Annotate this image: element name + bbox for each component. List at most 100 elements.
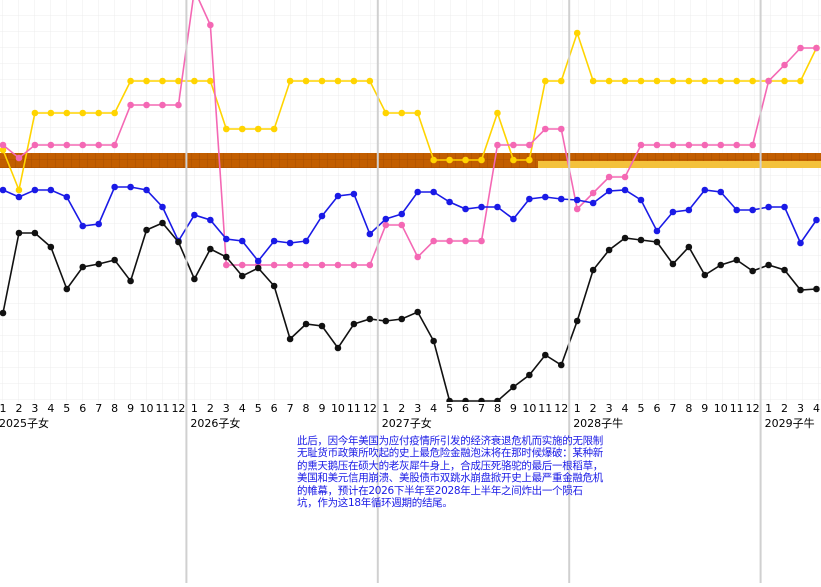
point <box>685 206 693 214</box>
year-label: 2026子女 <box>190 416 240 430</box>
point <box>669 77 677 85</box>
point <box>270 237 278 245</box>
point <box>685 77 693 85</box>
point <box>526 141 533 149</box>
point <box>143 101 150 109</box>
point <box>765 77 772 85</box>
point <box>223 125 230 133</box>
point <box>207 77 214 85</box>
point <box>79 109 87 117</box>
point <box>302 261 310 269</box>
point <box>31 141 39 149</box>
x-tick-label: 12 <box>746 402 760 415</box>
point <box>63 109 71 117</box>
series-line <box>2 186 818 263</box>
point <box>653 227 661 235</box>
x-tick-label: 4 <box>239 402 246 415</box>
point <box>510 156 517 164</box>
point <box>557 125 565 133</box>
x-tick-label: 12 <box>363 402 377 415</box>
point <box>111 256 118 264</box>
point <box>462 156 469 164</box>
point <box>254 264 262 272</box>
point <box>334 261 342 269</box>
point <box>733 77 740 85</box>
x-tick-label: 8 <box>494 402 501 415</box>
x-tick-label: 7 <box>95 402 102 415</box>
point <box>143 186 150 194</box>
point <box>191 77 198 85</box>
point <box>31 109 39 117</box>
point <box>526 195 533 203</box>
point <box>430 188 437 196</box>
point <box>191 275 198 283</box>
point <box>63 285 71 293</box>
x-tick-label: 1 <box>191 402 198 415</box>
point <box>31 186 39 194</box>
x-tick-label: 9 <box>510 402 517 415</box>
point <box>573 29 581 37</box>
point <box>621 234 629 242</box>
point <box>127 101 134 109</box>
point <box>621 173 629 181</box>
x-tick-label: 6 <box>462 402 469 415</box>
point <box>526 371 533 379</box>
point <box>494 203 501 211</box>
point <box>526 156 533 164</box>
point <box>238 261 246 269</box>
point <box>127 77 134 85</box>
point <box>494 397 501 402</box>
point <box>286 239 294 247</box>
year-label: 2028子牛 <box>573 416 623 430</box>
point <box>31 229 39 237</box>
x-tick-label: 1 <box>765 402 772 415</box>
point <box>813 216 820 224</box>
x-tick-label: 9 <box>701 402 708 415</box>
point <box>350 77 358 85</box>
point <box>717 141 725 149</box>
point <box>207 21 214 29</box>
point <box>589 199 597 207</box>
point <box>238 125 246 133</box>
x-tick-label: 3 <box>31 402 38 415</box>
point <box>685 243 693 251</box>
point <box>669 208 677 216</box>
point <box>398 315 406 323</box>
x-tick-label: 2 <box>207 402 214 415</box>
x-tick-label: 5 <box>446 402 453 415</box>
point <box>510 141 517 149</box>
point <box>382 221 390 229</box>
x-tick-label: 5 <box>63 402 70 415</box>
point <box>478 237 485 245</box>
point <box>159 101 166 109</box>
point <box>302 320 310 328</box>
point <box>159 203 166 211</box>
point <box>637 236 645 244</box>
point <box>270 261 278 269</box>
point <box>573 205 581 213</box>
point <box>63 141 71 149</box>
point <box>542 125 549 133</box>
point <box>382 109 390 117</box>
point <box>653 141 661 149</box>
point <box>637 141 645 149</box>
point <box>286 77 294 85</box>
point <box>781 203 788 211</box>
point <box>462 237 469 245</box>
point <box>733 141 740 149</box>
point <box>781 77 788 85</box>
point <box>542 351 549 359</box>
point <box>382 215 390 223</box>
point <box>143 77 150 85</box>
point <box>733 256 740 264</box>
note: 此后，因今年美国为应付疫情所引发的经济衰退危机而实施的无限制无耻货币政策所吹起的… <box>297 435 603 510</box>
x-tick-label: 1 <box>574 402 581 415</box>
point <box>47 243 55 251</box>
point <box>127 183 134 191</box>
point <box>605 246 613 254</box>
point <box>366 77 374 85</box>
point <box>446 156 453 164</box>
point <box>637 196 645 204</box>
point <box>414 253 422 261</box>
